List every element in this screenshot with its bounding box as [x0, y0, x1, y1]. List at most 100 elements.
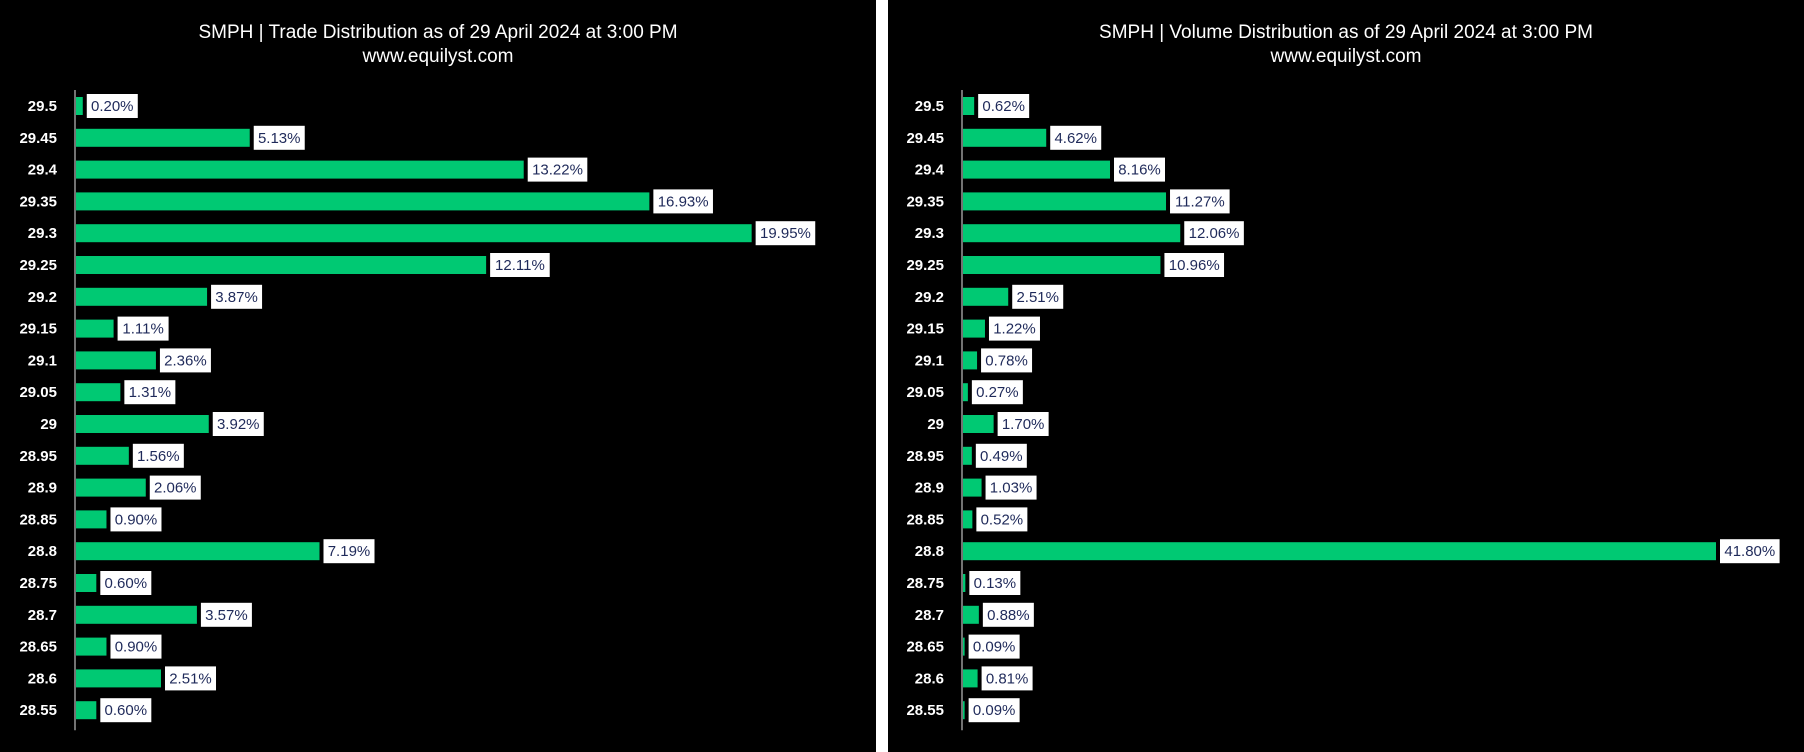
bar — [963, 669, 978, 688]
data-label-box — [124, 380, 176, 405]
category-label: 28.8 — [28, 543, 57, 560]
data-label: 2.36% — [164, 352, 207, 369]
bar — [76, 128, 250, 147]
data-label: 12.06% — [1189, 225, 1240, 242]
data-label: 0.90% — [115, 639, 158, 656]
bar — [76, 192, 650, 211]
data-label: 41.80% — [1724, 543, 1775, 560]
category-label: 29.15 — [19, 321, 57, 338]
data-label-box — [1720, 539, 1780, 564]
data-label-box — [968, 634, 1020, 659]
data-label-box — [100, 698, 152, 723]
category-label: 28.7 — [28, 607, 57, 624]
category-label: 29.2 — [28, 289, 57, 306]
category-label: 28.65 — [19, 639, 57, 656]
category-label: 29.15 — [906, 321, 944, 338]
data-label: 0.62% — [982, 98, 1025, 115]
category-label: 29.35 — [19, 193, 57, 210]
data-label: 10.96% — [1169, 257, 1220, 274]
data-label: 11.27% — [1175, 193, 1225, 210]
data-label: 5.13% — [258, 130, 301, 147]
data-label-box — [527, 157, 588, 182]
data-label-box — [985, 475, 1037, 500]
volume-distribution-chart: 29.5 0.62% 29.45 4.62% 29.4 8.16% 29.35 11.27% 2… — [906, 90, 1780, 731]
data-label-box — [976, 507, 1028, 532]
category-label: 29 — [927, 416, 944, 433]
trade-distribution-panel: SMPH | Trade Distribution as of 29 April… — [0, 0, 876, 752]
data-label-box — [1050, 125, 1102, 150]
data-label: 0.90% — [115, 511, 158, 528]
data-label-box — [968, 698, 1020, 723]
data-label: 0.81% — [986, 670, 1029, 687]
data-label: 0.20% — [91, 98, 134, 115]
data-label: 2.51% — [169, 670, 212, 687]
trade-distribution-chart: 29.5 0.20% 29.45 5.13% 29.4 13.22% 29.35 16.93%… — [19, 90, 816, 731]
bar — [963, 192, 1167, 211]
category-label: 28.75 — [19, 575, 57, 592]
data-label: 3.57% — [205, 607, 248, 624]
data-label-box — [132, 443, 184, 468]
data-label-box — [110, 507, 162, 532]
category-label: 28.95 — [19, 448, 57, 465]
bar — [963, 446, 972, 465]
bar — [963, 542, 1716, 561]
bar — [963, 510, 973, 529]
bar — [963, 383, 968, 402]
data-label-box — [200, 602, 252, 627]
data-label-box — [1012, 284, 1064, 309]
data-label-box — [86, 94, 138, 118]
data-label-box — [978, 94, 1030, 118]
bar — [963, 160, 1110, 179]
category-label: 28.55 — [906, 702, 944, 719]
data-label: 19.95% — [760, 225, 811, 242]
chart-subtitle: www.equilyst.com — [362, 46, 514, 67]
category-label: 28.55 — [19, 702, 57, 719]
category-label: 28.85 — [906, 511, 944, 528]
data-label: 0.09% — [973, 702, 1016, 719]
bar — [76, 701, 97, 720]
data-label: 1.11% — [122, 321, 163, 338]
category-label: 28.65 — [906, 639, 944, 656]
bar — [76, 351, 156, 370]
data-label: 4.62% — [1054, 130, 1097, 147]
data-label: 0.78% — [985, 352, 1028, 369]
category-label: 29.25 — [19, 257, 57, 274]
category-label: 29.45 — [19, 130, 57, 147]
category-label: 28.7 — [915, 607, 944, 624]
data-label: 16.93% — [658, 193, 709, 210]
bar — [76, 510, 107, 529]
data-label: 3.92% — [217, 416, 260, 433]
category-label: 29.45 — [906, 130, 944, 147]
data-label-box — [997, 412, 1049, 436]
data-label-box — [969, 571, 1021, 595]
category-label: 28.9 — [28, 480, 57, 497]
data-label-box — [653, 189, 713, 214]
chart-title: SMPH | Trade Distribution as of 29 April… — [198, 22, 678, 43]
data-label-box — [490, 253, 550, 277]
data-label-box — [1113, 157, 1165, 182]
data-label: 7.19% — [328, 543, 371, 560]
bar — [963, 478, 982, 497]
bar — [76, 287, 208, 306]
bar — [963, 97, 975, 115]
data-label: 1.03% — [990, 480, 1033, 497]
data-label: 12.11% — [495, 257, 545, 274]
bar — [76, 669, 162, 688]
bar — [963, 128, 1047, 147]
data-label: 2.51% — [1016, 289, 1059, 306]
bar — [963, 319, 985, 338]
category-label: 29 — [40, 416, 57, 433]
category-label: 28.6 — [28, 670, 57, 687]
data-label: 0.49% — [980, 448, 1023, 465]
data-label-box — [165, 666, 217, 691]
data-label: 0.52% — [981, 511, 1024, 528]
data-label-box — [755, 221, 816, 246]
bar — [963, 574, 966, 592]
data-label-box — [981, 348, 1033, 373]
data-label: 1.31% — [129, 384, 172, 401]
volume-distribution-panel: SMPH | Volume Distribution as of 29 Apri… — [888, 0, 1804, 752]
category-label: 29.5 — [915, 98, 944, 115]
bar — [76, 478, 146, 497]
category-label: 29.1 — [915, 352, 944, 369]
data-label: 1.70% — [1002, 416, 1045, 433]
